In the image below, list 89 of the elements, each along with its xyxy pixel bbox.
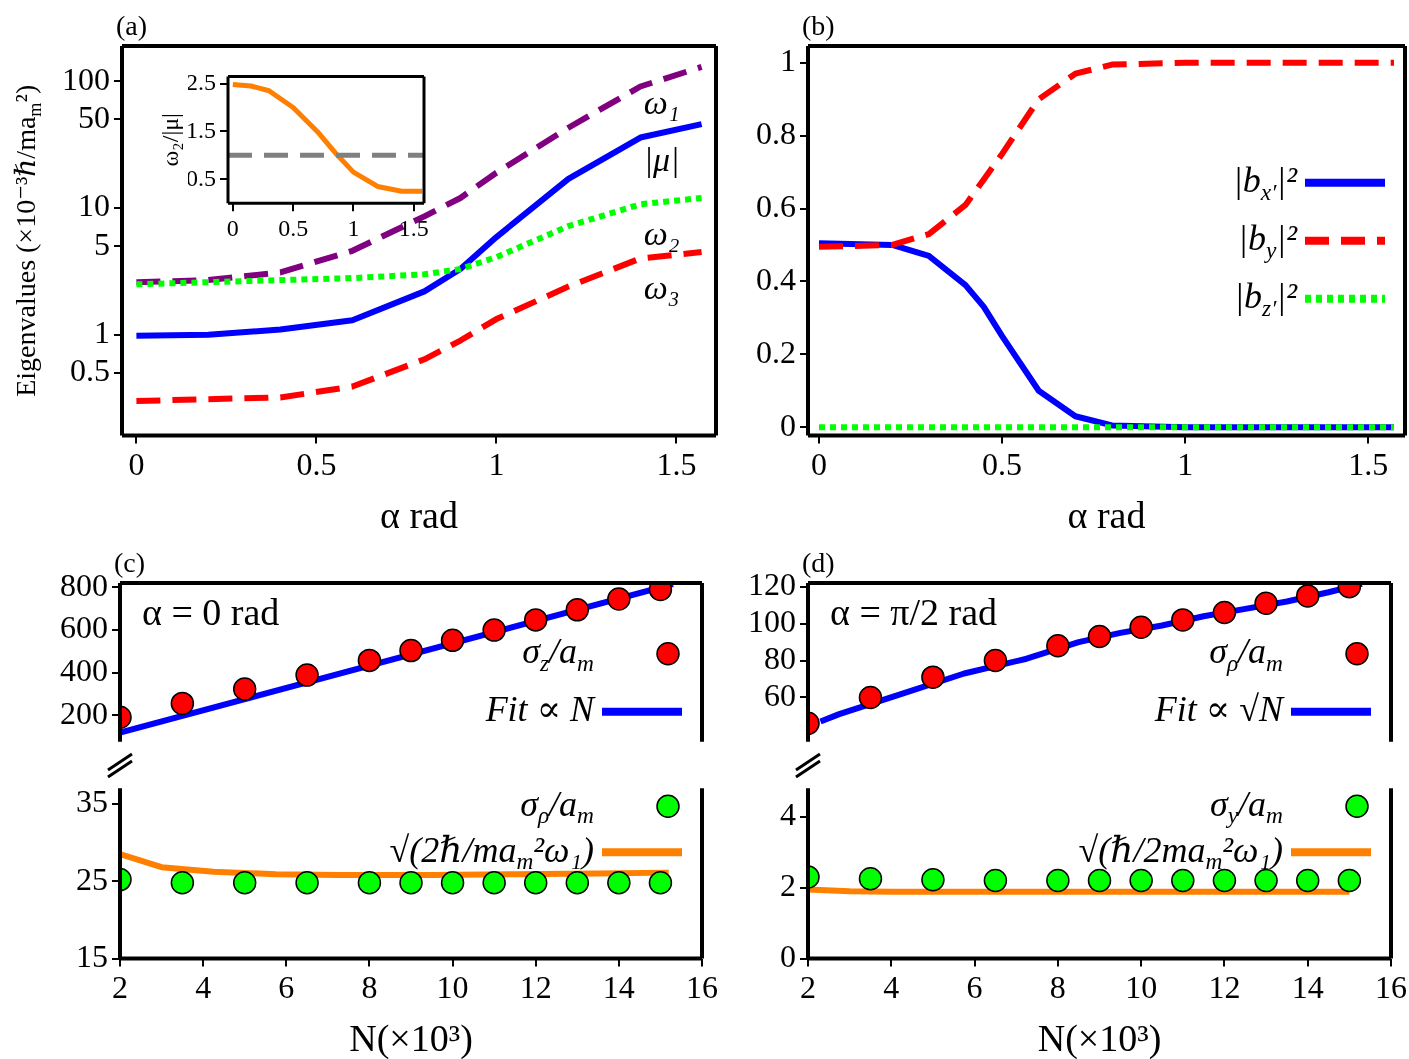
y-tick-label: 5 — [94, 225, 110, 262]
x-tick-label: 1.5 — [398, 214, 429, 241]
series-label: |μ| — [643, 140, 680, 178]
x-tick-label: 0.5 — [296, 446, 337, 483]
point — [1171, 608, 1195, 632]
chart-title: (d) — [802, 547, 835, 579]
y-tick-label: 0.6 — [756, 187, 796, 224]
point — [1087, 624, 1112, 649]
y-tick-label: 50 — [78, 98, 110, 135]
x-tick-label: 14 — [1291, 969, 1324, 1006]
y-tick-label: 25 — [76, 860, 108, 897]
x-tick-label: 0.5 — [982, 446, 1023, 483]
y-tick-label: 0.4 — [756, 260, 796, 297]
y-tick-label: 100 — [62, 60, 110, 97]
y-axis-title: Eigenvalues (×10⁻³ℏ/mam²) — [10, 84, 46, 397]
y-tick-label: 60 — [764, 676, 796, 713]
point — [482, 618, 506, 642]
y-tick-label: 120 — [748, 566, 796, 603]
y-tick-label: 0.2 — [756, 333, 796, 370]
point — [1295, 584, 1320, 608]
y-tick-label: 15 — [76, 938, 108, 975]
y-tick-label: 800 — [60, 566, 108, 603]
x-tick-label: 0 — [810, 446, 827, 483]
point — [1254, 591, 1278, 616]
point — [858, 685, 883, 710]
series-label: ω₂ — [643, 214, 680, 252]
y-axis-title: ω₂/|μ| — [157, 113, 184, 167]
x-tick-label: 0 — [226, 214, 239, 241]
x-tick-label: 14 — [602, 969, 635, 1006]
x-tick-label: 1 — [1177, 446, 1194, 483]
x-tick-label: 12 — [1208, 969, 1241, 1006]
point — [983, 648, 1008, 673]
legend-label: Fit ∝ N — [484, 689, 596, 730]
chart-title: (a) — [116, 10, 148, 42]
x-tick-label: 4 — [883, 969, 900, 1006]
x-tick-label: 16 — [1375, 969, 1407, 1006]
y-tick-label: 0 — [780, 938, 796, 975]
x-tick-label: 1 — [347, 214, 360, 241]
point — [1212, 600, 1237, 625]
series-label: ω₃ — [643, 268, 680, 306]
point — [1129, 615, 1153, 640]
x-tick-label: 1 — [488, 446, 505, 483]
y-tick-label: 2 — [780, 867, 796, 904]
annotation: α = 0 rad — [142, 590, 280, 633]
y-tick-label: 100 — [748, 603, 796, 640]
x-axis-title: α rad — [380, 493, 458, 536]
y-tick-label: 80 — [764, 639, 796, 676]
point — [523, 608, 548, 632]
y-tick-label: 1.5 — [186, 116, 216, 143]
x-tick-label: 0 — [128, 446, 145, 483]
x-axis-title: N(×10³) — [1037, 1016, 1162, 1059]
y-tick-label: 1 — [94, 314, 110, 351]
y-tick-label: 1 — [780, 42, 796, 79]
x-tick-label: 1.5 — [1348, 446, 1389, 483]
point — [295, 663, 319, 687]
point — [1046, 634, 1070, 658]
chart-title: (c) — [114, 547, 146, 579]
x-tick-label: 6 — [278, 969, 295, 1006]
x-tick-label: 6 — [966, 969, 983, 1006]
series-label: ω₁ — [643, 83, 680, 121]
x-tick-label: 12 — [519, 969, 552, 1006]
point — [170, 691, 195, 716]
x-tick-label: 0.5 — [278, 214, 309, 241]
x-tick-label: 8 — [361, 969, 378, 1006]
point — [232, 677, 257, 701]
annotation: α = π/2 rad — [830, 590, 998, 633]
y-tick-label: 0 — [780, 406, 796, 443]
x-axis-title: α rad — [1067, 493, 1146, 536]
y-tick-label: 4 — [780, 796, 796, 833]
point — [921, 665, 945, 689]
x-tick-label: 16 — [686, 969, 718, 1006]
point — [565, 598, 590, 622]
point — [399, 638, 423, 663]
legend-label: Fit ∝ √N — [1153, 689, 1285, 730]
x-tick-label: 10 — [1125, 969, 1158, 1006]
chart-title: (b) — [802, 10, 835, 42]
point — [607, 587, 631, 611]
y-tick-label: 600 — [60, 609, 108, 646]
x-tick-label: 8 — [1049, 969, 1066, 1006]
point — [440, 628, 465, 653]
y-tick-label: 35 — [76, 783, 108, 820]
x-tick-label: 1.5 — [656, 446, 697, 483]
y-tick-label: 400 — [60, 651, 108, 688]
y-tick-label: 200 — [60, 694, 108, 731]
x-tick-label: 10 — [436, 969, 469, 1006]
y-tick-label: 0.8 — [756, 115, 796, 152]
point — [357, 648, 382, 673]
y-tick-label: 0.5 — [70, 352, 110, 389]
x-axis-title: N(×10³) — [349, 1016, 473, 1059]
